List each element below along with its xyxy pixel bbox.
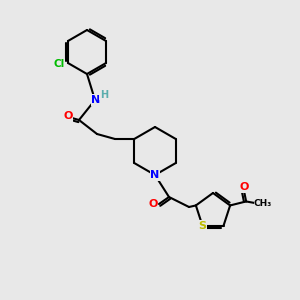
Text: Cl: Cl xyxy=(53,59,64,69)
Text: N: N xyxy=(150,170,160,180)
Text: O: O xyxy=(239,182,249,192)
Text: H: H xyxy=(100,90,108,100)
Text: O: O xyxy=(148,199,158,209)
Text: S: S xyxy=(198,220,206,231)
Text: O: O xyxy=(63,111,73,121)
Text: N: N xyxy=(92,95,100,105)
Text: CH₃: CH₃ xyxy=(254,199,272,208)
